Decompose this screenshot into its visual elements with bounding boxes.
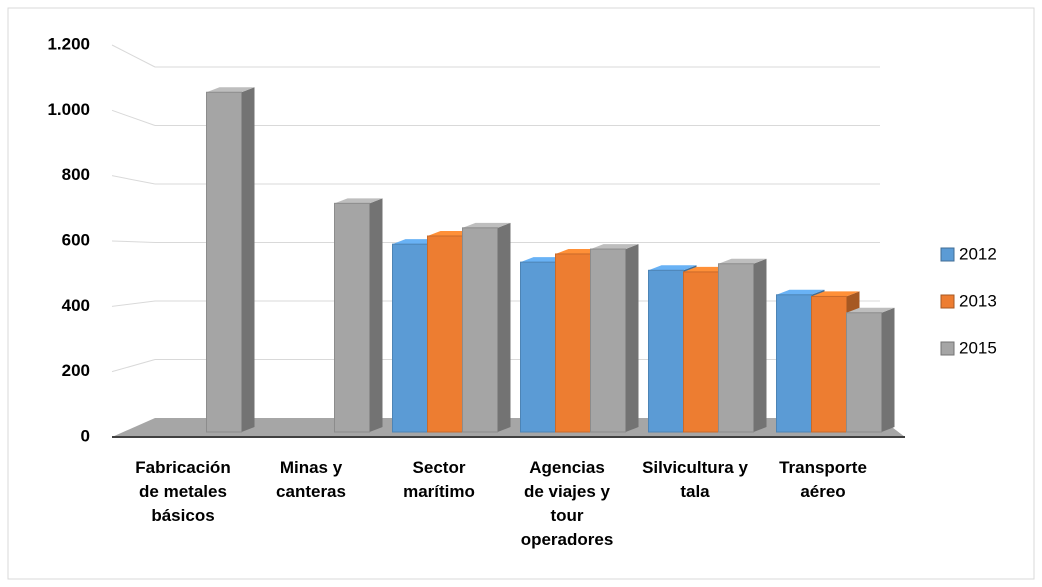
y-tick-label: 1.200	[47, 34, 90, 53]
legend-swatch	[940, 294, 955, 309]
bar-side	[881, 307, 895, 432]
bar-side	[625, 244, 639, 432]
bar-side	[241, 87, 255, 433]
bar-top	[462, 222, 511, 228]
grid-line-side	[111, 300, 156, 307]
legend-swatch	[940, 341, 955, 356]
grid-line-side	[111, 109, 156, 126]
bar	[555, 253, 591, 433]
legend-label: 2015	[959, 338, 997, 357]
bar	[590, 248, 626, 433]
bar	[683, 271, 719, 433]
x-tick-label: Sector marítimo	[403, 458, 475, 501]
bar-top	[334, 198, 383, 204]
bar-top	[776, 289, 825, 295]
y-tick-label: 0	[81, 426, 90, 445]
bar	[427, 235, 463, 433]
bar-top	[718, 258, 767, 264]
x-tick-label: Agencias de viajes y tour operadores	[520, 458, 614, 549]
x-tick-label: Silvicultura y tala	[642, 458, 748, 501]
legend-swatch	[940, 247, 955, 262]
bar-top	[846, 307, 895, 313]
bar	[648, 269, 684, 433]
grid-line-side	[111, 175, 156, 185]
bar	[718, 263, 754, 433]
bar	[462, 227, 498, 433]
bar-top	[648, 265, 697, 271]
legend-label: 2012	[959, 244, 997, 263]
bar	[811, 295, 847, 433]
x-tick-label: Fabricación de metales básicos	[135, 458, 231, 525]
bar-side	[497, 222, 511, 432]
grid-line-side	[111, 44, 156, 68]
y-tick-label: 400	[62, 296, 90, 315]
bar	[206, 91, 242, 433]
bar	[776, 294, 812, 433]
bar	[334, 202, 370, 433]
chart-border	[7, 7, 1035, 580]
y-tick-label: 1.000	[47, 100, 90, 119]
y-tick-label: 600	[62, 230, 90, 249]
y-tick-label: 800	[62, 165, 90, 184]
bar-top	[590, 244, 639, 250]
bar	[846, 312, 882, 433]
grid-line-side	[111, 240, 156, 243]
y-tick-label: 200	[62, 361, 90, 380]
x-tick-label: Transporte aéreo	[779, 458, 867, 501]
bar-top	[206, 87, 255, 93]
bar	[520, 261, 556, 433]
bar	[392, 243, 428, 433]
legend-label: 2013	[959, 291, 997, 310]
bar-side	[369, 198, 383, 432]
x-tick-label: Minas y canteras	[276, 458, 346, 501]
grid-line-side	[111, 359, 156, 373]
bar-side	[753, 258, 767, 432]
bar-top	[811, 291, 860, 297]
